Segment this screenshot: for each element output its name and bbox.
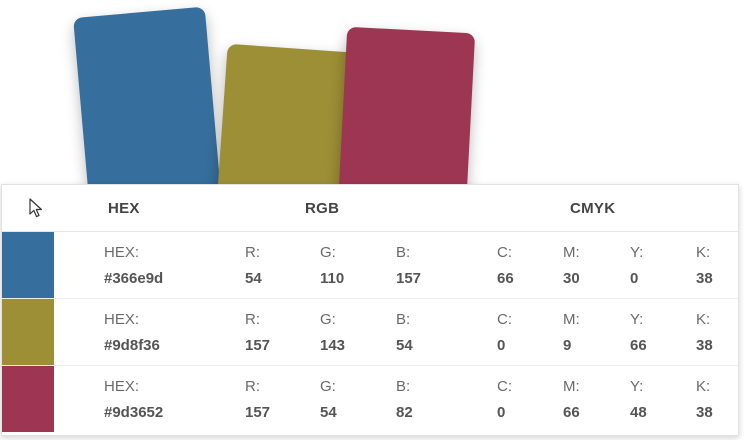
r-value: 54 — [245, 270, 262, 287]
c-cell: C: 66 — [497, 244, 514, 288]
m-cell: M: 66 — [563, 378, 580, 422]
k-label: K: — [696, 378, 711, 395]
k-value: 38 — [696, 337, 713, 354]
color-swatch — [2, 299, 54, 365]
mouse-pointer-icon — [29, 198, 42, 218]
m-cell: M: 9 — [563, 311, 580, 355]
y-label: Y: — [630, 244, 644, 261]
y-cell: Y: 0 — [630, 244, 643, 288]
b-cell: B: 54 — [396, 311, 413, 355]
g-label: G: — [320, 244, 336, 261]
table-row: HEX: #9d3652 R: 157 G: 54 B: 82 C: 0 M: … — [2, 365, 738, 432]
r-cell: R: 54 — [245, 244, 262, 288]
color-values-table: HEX RGB CMYK HEX: #366e9d R: 54 G: 110 B… — [1, 184, 739, 436]
b-label: B: — [396, 311, 411, 328]
hex-cell: HEX: #9d8f36 — [104, 311, 160, 355]
b-value: 54 — [396, 337, 413, 354]
r-value: 157 — [245, 337, 271, 354]
r-value: 157 — [245, 404, 271, 421]
c-cell: C: 0 — [497, 378, 512, 422]
m-value: 66 — [563, 404, 580, 421]
y-cell: Y: 66 — [630, 311, 647, 355]
c-label: C: — [497, 378, 512, 395]
hex-value: #9d8f36 — [104, 337, 160, 354]
k-value: 38 — [696, 404, 713, 421]
b-value: 157 — [396, 270, 422, 287]
g-value: 143 — [320, 337, 346, 354]
k-cell: K: 38 — [696, 311, 713, 355]
b-value: 82 — [396, 404, 413, 421]
m-cell: M: 30 — [563, 244, 580, 288]
hex-cell: HEX: #9d3652 — [104, 378, 163, 422]
g-cell: G: 110 — [320, 244, 344, 288]
color-swatch — [2, 232, 54, 298]
m-value: 30 — [563, 270, 580, 287]
g-value: 54 — [320, 404, 337, 421]
g-label: G: — [320, 378, 336, 395]
y-value: 48 — [630, 404, 647, 421]
table-row: HEX: #9d8f36 R: 157 G: 143 B: 54 C: 0 M:… — [2, 298, 738, 366]
k-label: K: — [696, 244, 711, 261]
y-label: Y: — [630, 311, 644, 328]
c-cell: C: 0 — [497, 311, 512, 355]
k-cell: K: 38 — [696, 244, 713, 288]
m-label: M: — [563, 311, 580, 328]
r-cell: R: 157 — [245, 311, 270, 355]
c-value: 0 — [497, 337, 506, 354]
table-row: HEX: #366e9d R: 54 G: 110 B: 157 C: 66 M… — [2, 231, 738, 299]
c-label: C: — [497, 311, 512, 328]
hex-value: #366e9d — [104, 270, 164, 287]
hex-cell: HEX: #366e9d — [104, 244, 163, 288]
r-label: R: — [245, 244, 260, 261]
header-hex: HEX — [108, 200, 140, 217]
header-cmyk: CMYK — [570, 200, 616, 217]
table-header-row: HEX RGB CMYK — [2, 185, 738, 232]
m-label: M: — [563, 378, 580, 395]
g-value: 110 — [320, 270, 345, 287]
color-swatch — [2, 366, 54, 432]
r-cell: R: 157 — [245, 378, 270, 422]
r-label: R: — [245, 311, 260, 328]
m-value: 9 — [563, 337, 572, 354]
b-label: B: — [396, 378, 411, 395]
r-label: R: — [245, 378, 260, 395]
b-cell: B: 157 — [396, 244, 421, 288]
b-cell: B: 82 — [396, 378, 413, 422]
header-rgb: RGB — [305, 200, 340, 217]
hex-label: HEX: — [104, 311, 140, 328]
g-cell: G: 54 — [320, 378, 337, 422]
y-cell: Y: 48 — [630, 378, 647, 422]
c-label: C: — [497, 244, 512, 261]
hex-value: #9d3652 — [104, 404, 164, 421]
c-value: 66 — [497, 270, 514, 287]
k-value: 38 — [696, 270, 713, 287]
c-value: 0 — [497, 404, 506, 421]
g-cell: G: 143 — [320, 311, 345, 355]
k-cell: K: 38 — [696, 378, 713, 422]
b-label: B: — [396, 244, 411, 261]
y-value: 66 — [630, 337, 647, 354]
g-label: G: — [320, 311, 336, 328]
hex-label: HEX: — [104, 244, 140, 261]
m-label: M: — [563, 244, 580, 261]
y-label: Y: — [630, 378, 644, 395]
y-value: 0 — [630, 270, 639, 287]
k-label: K: — [696, 311, 711, 328]
hex-label: HEX: — [104, 378, 140, 395]
